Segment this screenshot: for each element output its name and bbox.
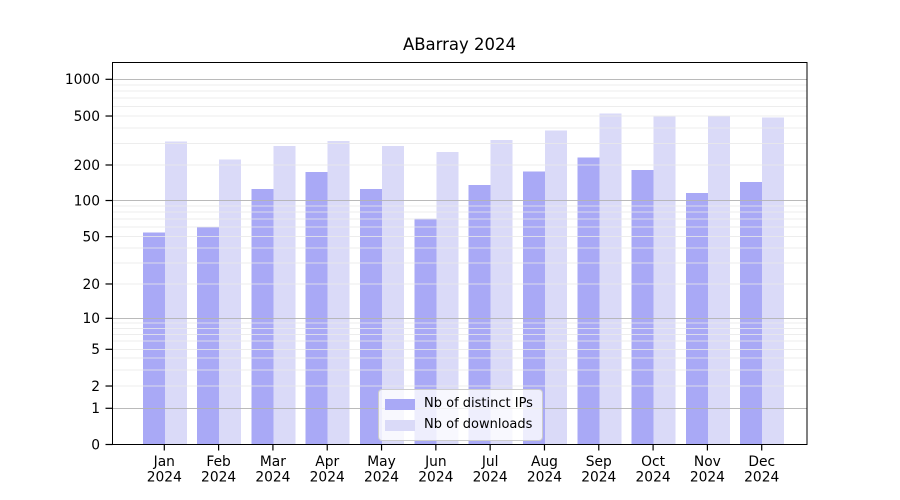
y-tick-label: 0 (91, 437, 100, 453)
y-tick-label: 100 (74, 193, 100, 209)
x-tick-label-month: Apr (315, 454, 339, 470)
bar-jul-downloads (490, 140, 513, 445)
bar-jun-distinct-ips (414, 218, 437, 445)
bar-may-distinct-ips (360, 189, 383, 445)
y-tick-label: 5 (91, 342, 100, 358)
legend: Nb of distinct IPs Nb of downloads (378, 389, 543, 441)
bar-jul-distinct-ips (468, 184, 491, 445)
bar-mar-downloads (273, 145, 296, 445)
x-tick-label-year: 2024 (147, 470, 182, 486)
x-tick-label-month: Dec (748, 454, 775, 470)
x-tick-label-month: May (367, 454, 396, 470)
y-tick-label: 500 (74, 109, 100, 125)
x-tick-label-year: 2024 (636, 470, 671, 486)
x-tick-label-year: 2024 (418, 470, 453, 486)
legend-item-distinct-ips: Nb of distinct IPs (385, 395, 533, 413)
legend-swatch-distinct-ips (385, 398, 415, 410)
y-tick-label: 20 (82, 277, 100, 293)
x-tick-label-year: 2024 (364, 470, 399, 486)
bar-aug-downloads (544, 130, 567, 445)
x-tick-label-year: 2024 (744, 470, 779, 486)
bar-jan-downloads (164, 141, 187, 445)
x-tick-label-year: 2024 (527, 470, 562, 486)
bar-oct-downloads (653, 116, 676, 445)
bar-feb-distinct-ips (197, 227, 220, 445)
x-tick-label-year: 2024 (473, 470, 508, 486)
bar-dec-downloads (762, 117, 785, 445)
x-tick-label-year: 2024 (201, 470, 236, 486)
x-tick-label-month: Nov (694, 454, 721, 470)
bar-mar-distinct-ips (251, 189, 274, 445)
y-tick-label: 1000 (65, 72, 100, 88)
x-tick-label-month: Sep (586, 454, 612, 470)
bar-jun-downloads (436, 152, 459, 445)
y-tick-label: 1 (91, 401, 100, 417)
bar-nov-downloads (707, 116, 730, 445)
legend-item-downloads: Nb of downloads (385, 416, 533, 434)
bar-sep-downloads (599, 113, 622, 445)
y-tick-label: 2 (91, 379, 100, 395)
bar-feb-downloads (219, 159, 242, 445)
x-tick-label-month: Oct (641, 454, 665, 470)
x-tick-label-month: Feb (206, 454, 230, 470)
x-tick-label-year: 2024 (255, 470, 290, 486)
bar-apr-distinct-ips (305, 172, 328, 445)
x-tick-label-month: Jan (153, 454, 175, 470)
x-tick-label-year: 2024 (581, 470, 616, 486)
bar-apr-downloads (327, 141, 350, 445)
bar-aug-distinct-ips (522, 171, 545, 445)
legend-label-distinct-ips: Nb of distinct IPs (424, 396, 533, 411)
legend-swatch-downloads (385, 419, 415, 431)
y-tick-label: 50 (82, 229, 100, 245)
bar-sep-distinct-ips (577, 157, 600, 445)
plot-border (112, 62, 808, 445)
x-tick-label-year: 2024 (310, 470, 345, 486)
bar-oct-distinct-ips (631, 169, 654, 445)
y-tick-label: 200 (74, 158, 100, 174)
x-tick-label-month: Mar (260, 454, 286, 470)
y-tick-label: 10 (82, 311, 100, 327)
x-tick-label-year: 2024 (690, 470, 725, 486)
chart-title: ABarray 2024 (402, 35, 517, 54)
bar-dec-distinct-ips (740, 181, 763, 445)
x-tick-label-month: Jul (481, 454, 499, 470)
legend-label-downloads: Nb of downloads (424, 417, 533, 432)
bar-jan-distinct-ips (142, 232, 165, 445)
x-tick-label-month: Jun (424, 454, 447, 470)
x-tick-label-month: Aug (531, 454, 558, 470)
